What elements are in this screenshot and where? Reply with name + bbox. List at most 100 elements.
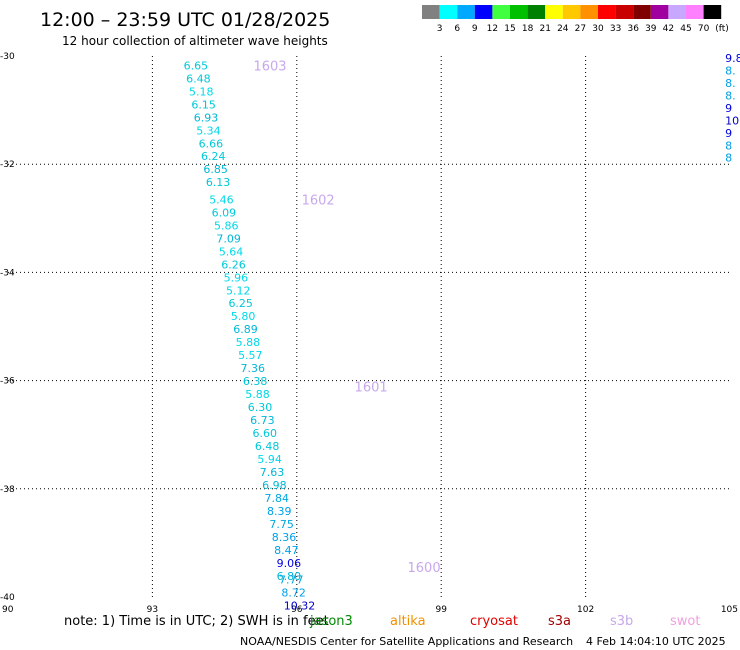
swh-value: 6.80 xyxy=(277,570,302,583)
swh-value: 6.73 xyxy=(250,414,274,427)
y-axis-ticks: -30 -32 -34 -36 -38 -40 xyxy=(0,52,15,603)
swh-value-edge: 8. xyxy=(725,65,736,78)
scale-label: 12 xyxy=(487,24,498,34)
swh-value-edge: 8. xyxy=(725,77,736,90)
scale-swatch xyxy=(474,5,493,19)
swh-value: 6.13 xyxy=(206,176,231,189)
scale-swatch xyxy=(650,5,669,19)
swh-value: 5.80 xyxy=(231,310,256,323)
scale-label: 39 xyxy=(645,24,657,34)
scale-swatch xyxy=(422,5,440,19)
footer-credit: NOAA/NESDIS Center for Satellite Applica… xyxy=(240,635,573,648)
y-tick-label: -30 xyxy=(0,52,15,62)
scale-swatch xyxy=(686,5,704,19)
swh-value-edge: 8. xyxy=(725,89,736,102)
swh-value: 6.38 xyxy=(243,375,268,388)
y-tick-label: -38 xyxy=(0,485,15,495)
swh-value: 6.26 xyxy=(221,258,246,271)
swh-value: 5.34 xyxy=(196,125,221,138)
swh-value: 7.63 xyxy=(260,466,285,479)
pass-number: 1601 xyxy=(355,381,388,396)
color-scale-legend: 3 6 9 12 15 18 21 24 27 30 33 36 39 42 45 70 (ft) xyxy=(422,5,729,34)
chart-subtitle: 12 hour collection of altimeter wave hei… xyxy=(62,34,328,48)
scale-swatch xyxy=(562,5,581,19)
x-tick-label: 102 xyxy=(577,605,594,615)
mission-legend: jason3 altika cryosat s3a s3b swot xyxy=(309,614,700,629)
swh-value: 5.86 xyxy=(214,219,239,232)
swh-value: 7.84 xyxy=(265,492,290,505)
scale-swatch xyxy=(492,5,510,19)
scale-swatch xyxy=(439,5,458,19)
swh-value: 6.48 xyxy=(255,440,280,453)
swh-value: 7.75 xyxy=(269,518,294,531)
chart-title: 12:00 – 23:59 UTC 01/28/2025 xyxy=(40,9,330,31)
swh-value: 5.64 xyxy=(219,245,244,258)
swh-value: 8.39 xyxy=(267,505,292,518)
scale-label: 33 xyxy=(610,24,621,34)
swh-value: 5.94 xyxy=(257,453,282,466)
scale-label: 42 xyxy=(663,24,674,34)
swh-value: 6.09 xyxy=(212,206,237,219)
scale-swatch xyxy=(580,5,598,19)
scale-unit: (ft) xyxy=(715,24,729,34)
swh-value: 6.93 xyxy=(194,112,219,125)
mission-label-jason3: jason3 xyxy=(309,614,353,629)
y-tick-label: -34 xyxy=(0,268,15,278)
mission-label-s3a: s3a xyxy=(548,614,571,629)
swh-value: 5.18 xyxy=(189,86,214,99)
scale-label: 3 xyxy=(437,24,443,34)
swh-value: 9.06 xyxy=(277,557,302,570)
swh-value: 6.48 xyxy=(186,73,211,86)
scale-label: 30 xyxy=(592,24,604,34)
scale-label: 18 xyxy=(522,24,534,34)
scale-swatch xyxy=(527,5,546,19)
mission-label-cryosat: cryosat xyxy=(470,614,518,629)
swh-value: 8.72 xyxy=(281,587,306,600)
scale-swatch xyxy=(668,5,686,19)
scale-swatch xyxy=(703,5,722,19)
swh-value: 10.32 xyxy=(284,600,316,613)
pass-number: 1602 xyxy=(302,193,335,208)
swh-value: 6.66 xyxy=(199,138,224,151)
swh-value: 5.57 xyxy=(238,349,263,362)
swh-value: 6.85 xyxy=(203,163,228,176)
swh-value: 5.88 xyxy=(236,336,260,349)
swh-value-edge: 9.8 xyxy=(725,52,740,65)
y-tick-label: -36 xyxy=(0,377,15,387)
swh-value: 6.89 xyxy=(233,323,258,336)
swh-value-edge: 10 xyxy=(725,114,739,127)
scale-swatch xyxy=(633,5,651,19)
swh-value: 6.24 xyxy=(201,150,226,163)
scale-label: 9 xyxy=(472,24,478,34)
mission-label-altika: altika xyxy=(390,614,426,629)
pass-number: 1603 xyxy=(253,60,286,75)
swh-value: 6.60 xyxy=(253,427,278,440)
mission-label-swot: swot xyxy=(670,614,700,629)
swh-value-edge: 8 xyxy=(725,139,732,152)
x-tick-label: 105 xyxy=(721,605,738,615)
swh-value: 8.36 xyxy=(272,531,297,544)
scale-swatch xyxy=(615,5,634,19)
swh-value: 5.46 xyxy=(209,193,234,206)
x-axis-ticks: 90 93 96 99 102 105 xyxy=(2,605,738,615)
scale-label: 24 xyxy=(557,24,569,34)
note-text: note: 1) Time is in UTC; 2) SWH is in fe… xyxy=(64,614,329,629)
swh-value: 6.98 xyxy=(262,479,287,492)
swh-value: 6.65 xyxy=(184,60,209,73)
scale-label: 15 xyxy=(504,24,515,34)
scale-swatch xyxy=(598,5,616,19)
scale-label: 27 xyxy=(575,24,586,34)
scale-label: 6 xyxy=(454,24,460,34)
swh-value-edge: 9 xyxy=(725,102,732,115)
grid-lines xyxy=(8,56,730,597)
swh-value: 5.88 xyxy=(245,388,270,401)
x-tick-label: 99 xyxy=(435,605,447,615)
mission-label-s3b: s3b xyxy=(610,614,633,629)
scale-label: 45 xyxy=(680,24,691,34)
swh-value: 7.36 xyxy=(240,362,265,375)
swh-value: 8.47 xyxy=(274,544,299,557)
scale-swatch xyxy=(545,5,563,19)
swh-value: 6.15 xyxy=(191,99,216,112)
pass-number: 1600 xyxy=(408,561,441,576)
scale-swatch xyxy=(510,5,528,19)
